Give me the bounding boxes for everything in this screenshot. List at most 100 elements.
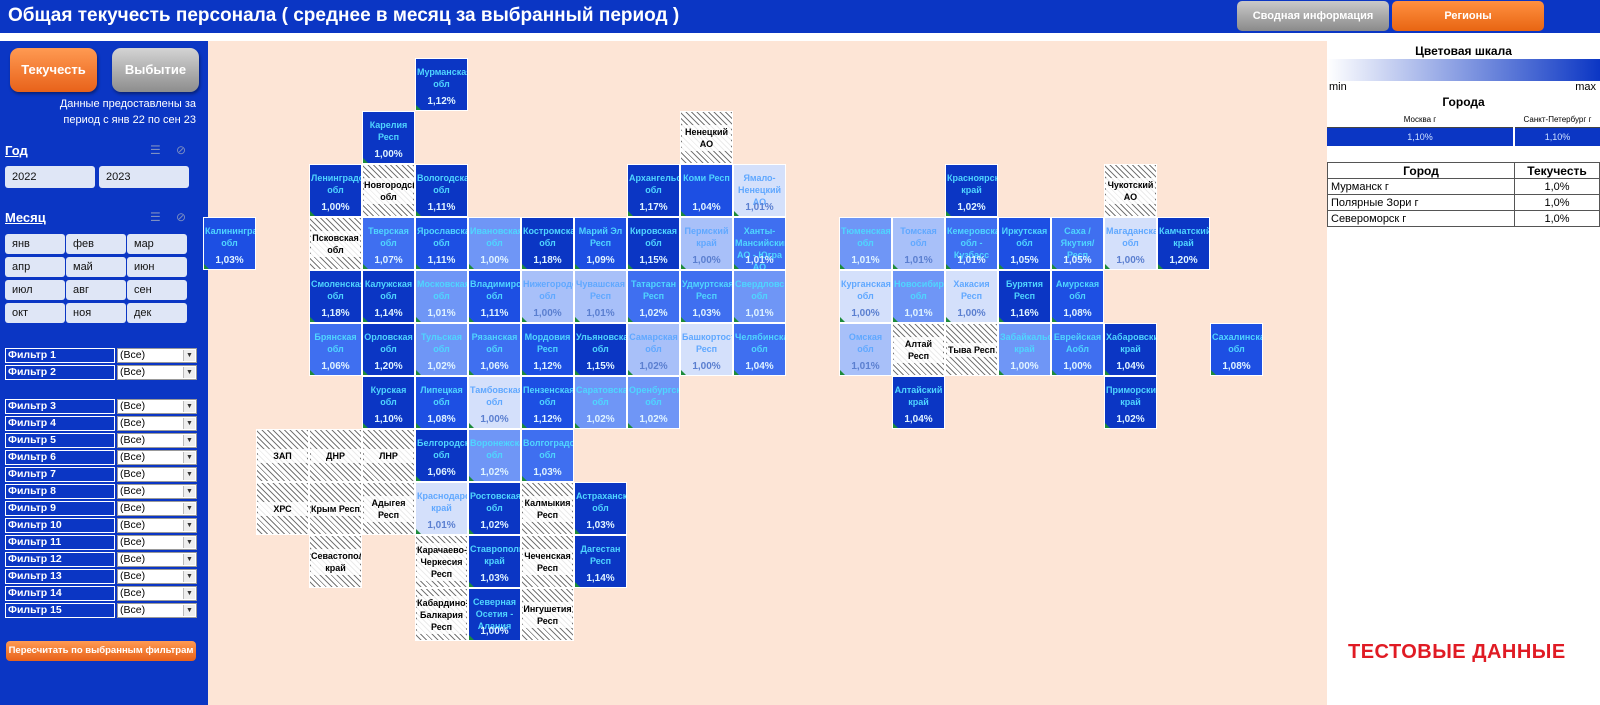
- region-tile[interactable]: Московская обл 1,01%: [415, 270, 468, 323]
- region-tile[interactable]: ХРС: [256, 482, 309, 535]
- region-tile[interactable]: Вологодская обл 1,11%: [415, 164, 468, 217]
- region-tile[interactable]: Крым Респ: [309, 482, 362, 535]
- filter-dropdown[interactable]: (Все) ▼: [117, 433, 197, 448]
- filter-dropdown[interactable]: (Все) ▼: [117, 467, 197, 482]
- region-tile[interactable]: Липецкая обл 1,08%: [415, 376, 468, 429]
- chevron-down-icon[interactable]: ▼: [183, 520, 195, 531]
- filter-dropdown[interactable]: (Все) ▼: [117, 348, 197, 363]
- month-button-1[interactable]: янв: [5, 234, 65, 254]
- region-tile[interactable]: Белгородская обл 1,06%: [415, 429, 468, 482]
- region-tile[interactable]: Томская обл 1,01%: [892, 217, 945, 270]
- region-tile[interactable]: Еврейская Аобл 1,00%: [1051, 323, 1104, 376]
- region-tile[interactable]: Волгоградская обл 1,03%: [521, 429, 574, 482]
- region-tile[interactable]: ДНР: [309, 429, 362, 482]
- clear-filter-icon[interactable]: ⊘: [176, 143, 187, 157]
- region-tile[interactable]: Омская обл 1,01%: [839, 323, 892, 376]
- filter-dropdown[interactable]: (Все) ▼: [117, 450, 197, 465]
- region-tile[interactable]: Воронежская обл 1,02%: [468, 429, 521, 482]
- region-tile[interactable]: Алтайский край 1,04%: [892, 376, 945, 429]
- filter-dropdown[interactable]: (Все) ▼: [117, 552, 197, 567]
- region-tile[interactable]: Калининградская обл 1,03%: [203, 217, 256, 270]
- month-button-8[interactable]: авг: [66, 280, 126, 300]
- filter-dropdown[interactable]: (Все) ▼: [117, 416, 197, 431]
- region-tile[interactable]: Чувашская Респ 1,01%: [574, 270, 627, 323]
- region-tile[interactable]: Чеченская Респ: [521, 535, 574, 588]
- region-tile[interactable]: Саха /Якутия/ Респ 1,05%: [1051, 217, 1104, 270]
- region-tile[interactable]: Тульская обл 1,02%: [415, 323, 468, 376]
- nav-regions-button[interactable]: Регионы: [1392, 1, 1544, 31]
- region-tile[interactable]: Ивановская обл 1,00%: [468, 217, 521, 270]
- region-tile[interactable]: Карачаево-Черкесия Респ: [415, 535, 468, 588]
- chevron-down-icon[interactable]: ▼: [183, 503, 195, 514]
- region-tile[interactable]: Кабардино-Балкария Респ: [415, 588, 468, 641]
- month-button-11[interactable]: ноя: [66, 303, 126, 323]
- region-tile[interactable]: Севастопольский край: [309, 535, 362, 588]
- chevron-down-icon[interactable]: ▼: [183, 486, 195, 497]
- filter-dropdown[interactable]: (Все) ▼: [117, 484, 197, 499]
- region-tile[interactable]: Оренбургская обл 1,02%: [627, 376, 680, 429]
- region-tile[interactable]: Хабаровский край 1,04%: [1104, 323, 1157, 376]
- month-button-5[interactable]: май: [66, 257, 126, 277]
- region-tile[interactable]: Краснодарский край 1,01%: [415, 482, 468, 535]
- chevron-down-icon[interactable]: ▼: [183, 554, 195, 565]
- filter-dropdown[interactable]: (Все) ▼: [117, 399, 197, 414]
- region-tile[interactable]: Забайкальский край 1,00%: [998, 323, 1051, 376]
- region-tile[interactable]: Ненецкий АО: [680, 111, 733, 164]
- region-tile[interactable]: Костромская обл 1,18%: [521, 217, 574, 270]
- filter-dropdown[interactable]: (Все) ▼: [117, 586, 197, 601]
- region-tile[interactable]: Ямало-Ненецкий АО 1,01%: [733, 164, 786, 217]
- year-2022-button[interactable]: 2022: [5, 166, 95, 188]
- region-tile[interactable]: Приморский край 1,02%: [1104, 376, 1157, 429]
- region-tile[interactable]: Новосибирская обл 1,01%: [892, 270, 945, 323]
- region-tile[interactable]: Татарстан Респ 1,02%: [627, 270, 680, 323]
- region-tile[interactable]: Орловская обл 1,20%: [362, 323, 415, 376]
- region-tile[interactable]: Рязанская обл 1,06%: [468, 323, 521, 376]
- region-tile[interactable]: Пермский край 1,00%: [680, 217, 733, 270]
- region-tile[interactable]: Чукотский АО: [1104, 164, 1157, 217]
- year-2023-button[interactable]: 2023: [99, 166, 189, 188]
- region-tile[interactable]: Удмуртская Респ 1,03%: [680, 270, 733, 323]
- month-button-12[interactable]: дек: [127, 303, 187, 323]
- region-tile[interactable]: Коми Респ 1,04%: [680, 164, 733, 217]
- chevron-down-icon[interactable]: ▼: [183, 452, 195, 463]
- region-tile[interactable]: ЛНР: [362, 429, 415, 482]
- region-tile[interactable]: Смоленская обл 1,18%: [309, 270, 362, 323]
- region-tile[interactable]: Калмыкия Респ: [521, 482, 574, 535]
- chevron-down-icon[interactable]: ▼: [183, 367, 195, 378]
- chevron-down-icon[interactable]: ▼: [183, 571, 195, 582]
- chevron-down-icon[interactable]: ▼: [183, 350, 195, 361]
- region-tile[interactable]: Мурманская обл 1,12%: [415, 58, 468, 111]
- region-tile[interactable]: Алтай Респ: [892, 323, 945, 376]
- region-tile[interactable]: Самарская обл 1,02%: [627, 323, 680, 376]
- region-tile[interactable]: Владимирская обл 1,11%: [468, 270, 521, 323]
- region-tile[interactable]: Челябинская обл 1,04%: [733, 323, 786, 376]
- region-tile[interactable]: Тверская обл 1,07%: [362, 217, 415, 270]
- multiselect-icon[interactable]: ☰: [150, 210, 161, 224]
- month-button-4[interactable]: апр: [5, 257, 65, 277]
- month-button-6[interactable]: июн: [127, 257, 187, 277]
- region-tile[interactable]: Камчатский край 1,20%: [1157, 217, 1210, 270]
- month-button-10[interactable]: окт: [5, 303, 65, 323]
- region-tile[interactable]: Астраханская обл 1,03%: [574, 482, 627, 535]
- region-tile[interactable]: Псковская обл: [309, 217, 362, 270]
- region-tile[interactable]: Свердловская обл 1,01%: [733, 270, 786, 323]
- chevron-down-icon[interactable]: ▼: [183, 435, 195, 446]
- chevron-down-icon[interactable]: ▼: [183, 605, 195, 616]
- filter-dropdown[interactable]: (Все) ▼: [117, 535, 197, 550]
- region-tile[interactable]: Курская обл 1,10%: [362, 376, 415, 429]
- region-tile[interactable]: Ингушетия Респ: [521, 588, 574, 641]
- clear-filter-icon[interactable]: ⊘: [176, 210, 187, 224]
- region-tile[interactable]: ЗАП: [256, 429, 309, 482]
- region-tile[interactable]: Бурятия Респ 1,16%: [998, 270, 1051, 323]
- region-tile[interactable]: Адыгея Респ: [362, 482, 415, 535]
- filter-dropdown[interactable]: (Все) ▼: [117, 365, 197, 380]
- turnover-button[interactable]: Текучесть: [10, 48, 97, 92]
- region-tile[interactable]: Ленинградская обл 1,00%: [309, 164, 362, 217]
- month-button-9[interactable]: сен: [127, 280, 187, 300]
- region-tile[interactable]: Ставропольский край 1,03%: [468, 535, 521, 588]
- region-tile[interactable]: Иркутская обл 1,05%: [998, 217, 1051, 270]
- filter-dropdown[interactable]: (Все) ▼: [117, 569, 197, 584]
- region-tile[interactable]: Карелия Респ 1,00%: [362, 111, 415, 164]
- region-tile[interactable]: Новгородская обл: [362, 164, 415, 217]
- chevron-down-icon[interactable]: ▼: [183, 418, 195, 429]
